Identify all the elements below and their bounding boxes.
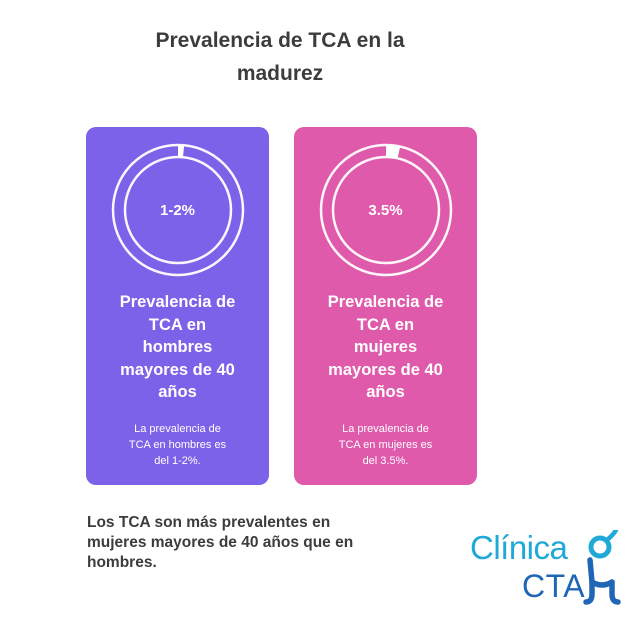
description-line: del 3.5%. [362, 455, 409, 467]
ring-value-men: 1-2% [159, 201, 196, 219]
description-line: La prevalencia de [134, 423, 221, 435]
title-line-2: madurez [236, 62, 324, 85]
conclusion-text: Los TCA son más prevalentes en mujeres m… [87, 513, 387, 573]
ring-fill-men [178, 145, 185, 158]
description-line: TCA en hombres es [128, 439, 227, 451]
card-men: 1-2% Prevalencia de TCA en hombres mayor… [86, 127, 269, 485]
heading-line: Prevalencia de [119, 293, 236, 311]
description-line: La prevalencia de [342, 423, 429, 435]
card-heading-women: Prevalencia de TCA en mujeres mayores de… [306, 291, 465, 404]
card-women: 3.5% Prevalencia de TCA en mujeres mayor… [294, 127, 477, 485]
card-description-women: La prevalencia de TCA en mujeres es del … [324, 421, 447, 469]
heading-line: mayores de 40 [120, 360, 235, 379]
title-line-1: Prevalencia de TCA en la [155, 29, 405, 52]
ring-chart-women [319, 143, 453, 277]
heading-line: hombres [142, 338, 213, 356]
description-line: del 1-2%. [154, 455, 201, 467]
ring-fill-women [386, 145, 401, 159]
logo-text-cta: CTA [522, 568, 586, 604]
description-line: TCA en mujeres es [338, 439, 433, 451]
logo-text-clinica: Clínica [470, 529, 568, 566]
person-figure-icon [583, 530, 621, 605]
ring-chart-men [111, 143, 245, 277]
conclusion-line: Los TCA son más prevalentes en [87, 514, 331, 531]
ring-value-women: 3.5% [368, 201, 403, 219]
card-description-men: La prevalencia de TCA en hombres es del … [116, 421, 239, 469]
heading-line: mujeres [353, 338, 418, 356]
heading-line: años [366, 383, 405, 401]
heading-line: Prevalencia de [327, 293, 444, 311]
conclusion-line: hombres. [87, 554, 157, 571]
page-title: Prevalencia de TCA en la madurez [120, 24, 440, 90]
card-heading-men: Prevalencia de TCA en hombres mayores de… [98, 291, 257, 404]
heading-line: años [158, 383, 197, 401]
heading-line: mayores de 40 [328, 360, 443, 379]
heading-line: TCA en [356, 315, 415, 334]
conclusion-line: mujeres mayores de 40 años que en [87, 534, 354, 551]
heading-line: TCA en [148, 315, 207, 334]
clinica-cta-logo: Clínica CTA [470, 530, 630, 612]
